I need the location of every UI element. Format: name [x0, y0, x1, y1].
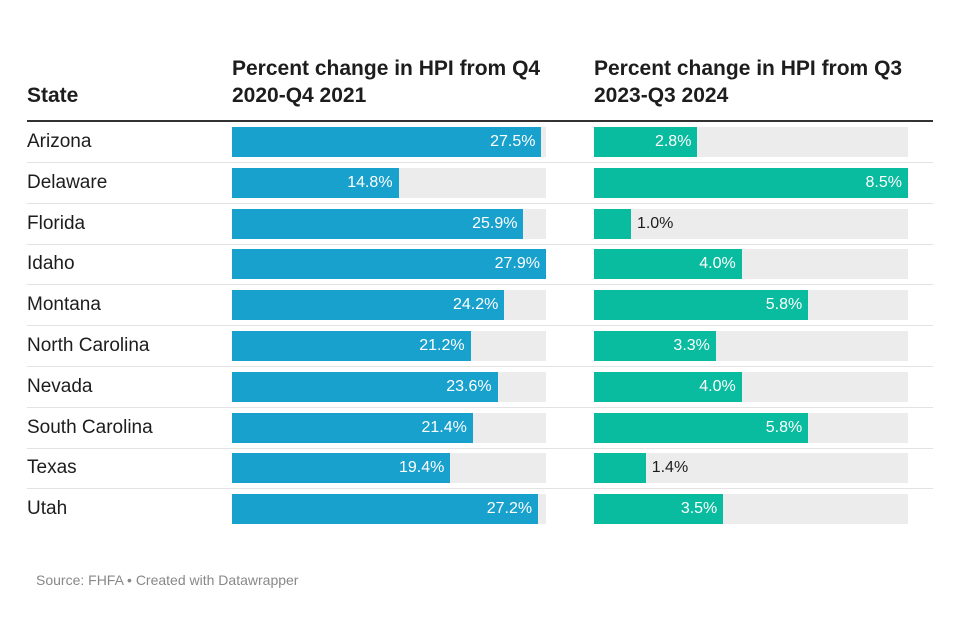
- row-divider: [27, 447, 933, 449]
- state-label: North Carolina: [27, 335, 150, 356]
- state-label: Utah: [27, 498, 68, 520]
- table-row: Utah 27.2% 3.5%: [27, 489, 933, 530]
- col1-track: 21.4%: [232, 412, 546, 443]
- col1-value-label: 25.9%: [472, 214, 518, 232]
- col1-bar: [232, 412, 473, 443]
- state-label: Texas: [27, 457, 77, 479]
- col1-value-label: 23.6%: [446, 377, 492, 395]
- col2-track: 5.8%: [594, 412, 908, 443]
- col1-bar: [232, 331, 471, 361]
- header-col2: Percent change in HPI from Q3 2023-Q3 20…: [594, 57, 903, 107]
- row-divider: [27, 202, 933, 204]
- table-row: Nevada 23.6% 4.0%: [27, 367, 933, 408]
- row-divider: [27, 366, 933, 367]
- col2-value-label: 1.0%: [636, 214, 674, 232]
- col2-bar: [594, 371, 742, 402]
- table-row: Texas 19.4% 1.4%: [27, 448, 933, 490]
- col2-value-label: 4.0%: [699, 255, 736, 273]
- state-label: Florida: [27, 212, 86, 234]
- col1-bar: [232, 494, 539, 525]
- col1-track: 21.2%: [232, 331, 546, 361]
- col2-bar: [594, 167, 908, 198]
- row-divider: [27, 325, 933, 327]
- col2-track: 1.0%: [594, 208, 908, 239]
- col2-track: 3.3%: [594, 331, 908, 361]
- table-row: South Carolina 21.4% 5.8%: [27, 408, 933, 449]
- table-row: Arizona 27.5% 2.8%: [27, 122, 933, 163]
- col2-track: 5.8%: [594, 290, 908, 321]
- col2-bar: [594, 249, 742, 280]
- col2-bar: [594, 453, 646, 484]
- col1-bar: [232, 453, 451, 484]
- table-row: Florida 25.9% 1.0%: [27, 204, 933, 245]
- header-col1: Percent change in HPI from Q4 2020-Q4 20…: [232, 57, 541, 107]
- col2-bar: [594, 494, 724, 525]
- table-row: Idaho 27.9% 4.0%: [27, 244, 933, 286]
- col1-value-label: 14.8%: [347, 173, 393, 191]
- state-label: Nevada: [27, 375, 93, 397]
- col1-value-label: 19.4%: [398, 459, 445, 477]
- header-rule: [27, 120, 933, 122]
- col1-track: 27.5%: [232, 127, 546, 157]
- col1-track: 14.8%: [232, 167, 546, 198]
- col2-track: 4.0%: [594, 249, 908, 280]
- col1-track: 23.6%: [232, 371, 546, 402]
- col2-track: 3.5%: [594, 494, 908, 525]
- col1-bar: [232, 167, 399, 198]
- col2-value-label: 3.3%: [673, 337, 710, 354]
- row-divider: [27, 406, 933, 408]
- row-divider: [27, 488, 933, 490]
- col1-track: 24.2%: [232, 290, 546, 321]
- col1-bar: [232, 249, 546, 280]
- col1-track: 27.9%: [232, 249, 546, 280]
- source-note: Source: FHFA • Created with Datawrapper: [36, 572, 299, 588]
- col1-track: 19.4%: [232, 453, 546, 484]
- col1-track: 27.2%: [232, 494, 546, 525]
- col2-bar: [594, 208, 631, 239]
- col1-bar: [232, 371, 498, 402]
- col2-value-label: 5.8%: [765, 418, 803, 436]
- col2-value-label: 5.8%: [765, 296, 803, 314]
- table-row: Delaware 14.8% 8.5%: [27, 163, 933, 204]
- col1-value-label: 27.5%: [490, 133, 536, 150]
- header-state: State: [27, 84, 79, 107]
- state-label: Montana: [27, 294, 101, 316]
- col2-value-label: 2.8%: [654, 133, 692, 150]
- col1-value-label: 21.4%: [421, 418, 467, 436]
- row-divider: [27, 162, 933, 163]
- row-divider: [27, 243, 933, 245]
- col2-track: 2.8%: [594, 127, 908, 157]
- table-row: Montana 24.2% 5.8%: [27, 285, 933, 327]
- state-label: Idaho: [27, 253, 75, 275]
- col1-value-label: 27.2%: [486, 500, 533, 518]
- col1-value-label: 24.2%: [452, 296, 499, 314]
- col1-value-label: 27.9%: [494, 255, 540, 273]
- state-label: Arizona: [27, 131, 92, 152]
- col2-bar: [594, 412, 809, 443]
- col2-value-label: 4.0%: [699, 377, 736, 395]
- state-label: Delaware: [27, 171, 108, 193]
- col2-bar: [594, 127, 698, 157]
- col2-value-label: 8.5%: [865, 173, 902, 191]
- col1-bar: [232, 127, 542, 157]
- col1-value-label: 21.2%: [419, 337, 465, 354]
- state-label: South Carolina: [27, 416, 153, 438]
- col1-bar: [232, 290, 505, 321]
- col2-bar: [594, 290, 809, 321]
- col2-track: 1.4%: [594, 453, 908, 484]
- col2-bar: [594, 331, 716, 361]
- col1-bar: [232, 208, 524, 239]
- col2-track: 4.0%: [594, 371, 908, 402]
- row-divider: [27, 284, 933, 286]
- col2-track: 8.5%: [594, 167, 908, 198]
- table-row: North Carolina 21.2% 3.3%: [27, 326, 933, 367]
- col2-value-label: 3.5%: [680, 500, 718, 518]
- col2-value-label: 1.4%: [651, 459, 689, 477]
- col1-track: 25.9%: [232, 208, 546, 239]
